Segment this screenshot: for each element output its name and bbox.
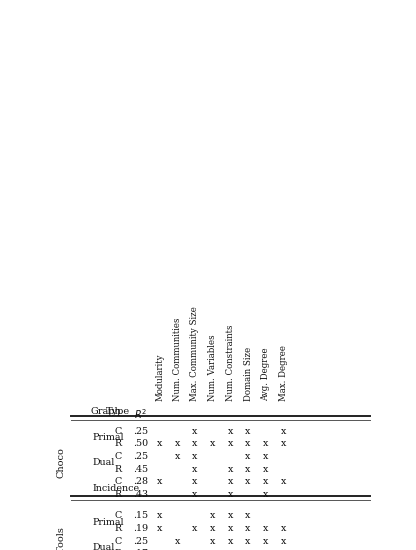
Text: .28: .28 [133,477,148,486]
Text: Graph: Graph [91,407,121,416]
Text: x: x [281,477,286,486]
Text: x: x [210,512,215,520]
Text: x: x [263,439,268,448]
Text: x: x [263,452,268,461]
Text: x: x [228,490,233,499]
Text: .45: .45 [133,465,148,474]
Text: x: x [192,524,198,533]
Text: x: x [192,427,198,436]
Text: .25: .25 [133,427,148,436]
Text: x: x [245,524,251,533]
Text: C: C [114,512,122,520]
Text: x: x [263,465,268,474]
Text: Max. Community Size: Max. Community Size [191,306,199,401]
Text: x: x [174,537,180,546]
Text: x: x [174,452,180,461]
Text: x: x [281,537,286,546]
Text: R: R [114,465,121,474]
Text: x: x [157,439,163,448]
Text: Modularity: Modularity [156,354,164,401]
Text: x: x [192,465,198,474]
Text: x: x [228,477,233,486]
Text: OR-Tools: OR-Tools [57,526,66,550]
Text: Type: Type [106,407,130,416]
Text: x: x [245,439,251,448]
Text: .19: .19 [133,524,148,533]
Text: x: x [174,439,180,448]
Text: x: x [245,427,251,436]
Text: .43: .43 [133,490,148,499]
Text: x: x [245,512,251,520]
Text: Incidence: Incidence [92,483,139,493]
Text: x: x [157,512,163,520]
Text: x: x [192,477,198,486]
Text: .50: .50 [133,439,148,448]
Text: x: x [228,427,233,436]
Text: Dual: Dual [92,458,115,468]
Text: x: x [245,477,251,486]
Text: C: C [114,537,122,546]
Text: Num. Communities: Num. Communities [173,317,182,401]
Text: x: x [228,439,233,448]
Text: x: x [245,465,251,474]
Text: x: x [192,490,198,499]
Text: Choco: Choco [57,447,66,478]
Text: x: x [263,537,268,546]
Text: x: x [228,512,233,520]
Text: x: x [281,427,286,436]
Text: x: x [192,452,198,461]
Text: x: x [228,524,233,533]
Text: x: x [245,452,251,461]
Text: Primal: Primal [92,518,124,527]
Text: R: R [114,524,121,533]
Text: Max. Degree: Max. Degree [279,345,288,401]
Text: x: x [281,524,286,533]
Text: x: x [263,477,268,486]
Text: C: C [114,452,122,461]
Text: Avg. Degree: Avg. Degree [261,348,270,401]
Text: x: x [192,439,198,448]
Text: x: x [157,524,163,533]
Text: x: x [210,524,215,533]
Text: x: x [228,537,233,546]
Text: Dual: Dual [92,543,115,550]
Text: x: x [210,439,215,448]
Text: Domain Size: Domain Size [243,346,253,401]
Text: Primal: Primal [92,433,124,442]
Text: .25: .25 [133,452,148,461]
Text: x: x [228,465,233,474]
Text: R: R [114,439,121,448]
Text: C: C [114,427,122,436]
Text: x: x [263,490,268,499]
Text: x: x [263,524,268,533]
Text: .25: .25 [133,537,148,546]
Text: $R^2$: $R^2$ [134,407,147,421]
Text: .15: .15 [133,512,148,520]
Text: x: x [245,537,251,546]
Text: Num. Constraints: Num. Constraints [226,324,235,401]
Text: Num. Variables: Num. Variables [208,334,217,401]
Text: x: x [157,477,163,486]
Text: C: C [114,477,122,486]
Text: x: x [281,439,286,448]
Text: R: R [114,490,121,499]
Text: x: x [210,537,215,546]
